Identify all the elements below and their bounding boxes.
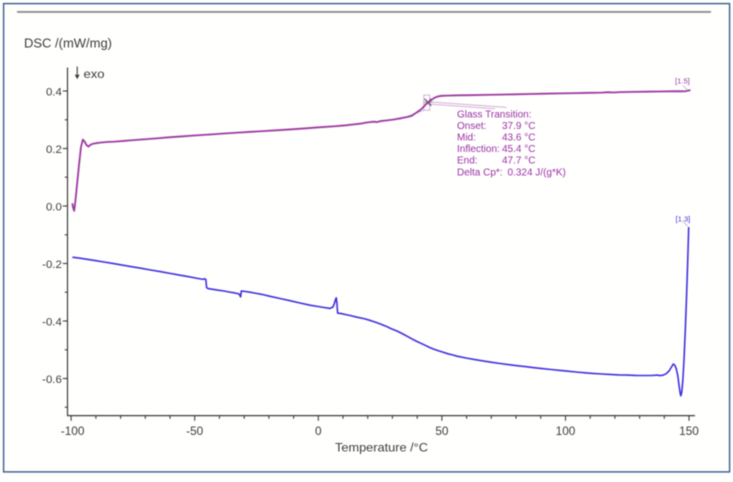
svg-text:0.0: 0.0 xyxy=(46,201,62,213)
svg-text:[1.3]: [1.3] xyxy=(676,215,691,224)
svg-text:-100: -100 xyxy=(61,424,85,438)
svg-text:Onset:: Onset: xyxy=(457,121,486,132)
svg-text:Delta Cp*:: Delta Cp*: xyxy=(457,167,503,178)
svg-text:Mid:: Mid: xyxy=(457,133,476,144)
svg-text:0.324 J/(g*K): 0.324 J/(g*K) xyxy=(508,167,566,178)
svg-text:47.7 °C: 47.7 °C xyxy=(502,156,535,167)
svg-text:exo: exo xyxy=(84,67,105,81)
svg-text:45.4 °C: 45.4 °C xyxy=(502,144,535,155)
svg-text:0.2: 0.2 xyxy=(46,144,62,156)
svg-text:End:: End: xyxy=(457,156,478,167)
svg-text:Inflection:: Inflection: xyxy=(457,144,500,155)
svg-text:43.6 °C: 43.6 °C xyxy=(502,133,535,144)
svg-text:Glass Transition:: Glass Transition: xyxy=(457,109,531,120)
svg-text:-50: -50 xyxy=(186,424,203,438)
svg-text:Temperature /°C: Temperature /°C xyxy=(335,441,428,455)
svg-text:150: 150 xyxy=(679,424,699,438)
svg-text:50: 50 xyxy=(435,424,449,438)
svg-text:[1.5]: [1.5] xyxy=(675,77,690,86)
svg-text:100: 100 xyxy=(556,424,576,438)
svg-text:0: 0 xyxy=(315,424,322,438)
svg-text:-0.6: -0.6 xyxy=(42,374,62,386)
svg-text:-0.4: -0.4 xyxy=(42,316,62,328)
svg-text:-0.2: -0.2 xyxy=(42,259,62,271)
svg-text:DSC /(mW/mg): DSC /(mW/mg) xyxy=(24,37,112,51)
svg-text:37.9 °C: 37.9 °C xyxy=(502,121,535,132)
svg-text:0.4: 0.4 xyxy=(46,86,62,98)
